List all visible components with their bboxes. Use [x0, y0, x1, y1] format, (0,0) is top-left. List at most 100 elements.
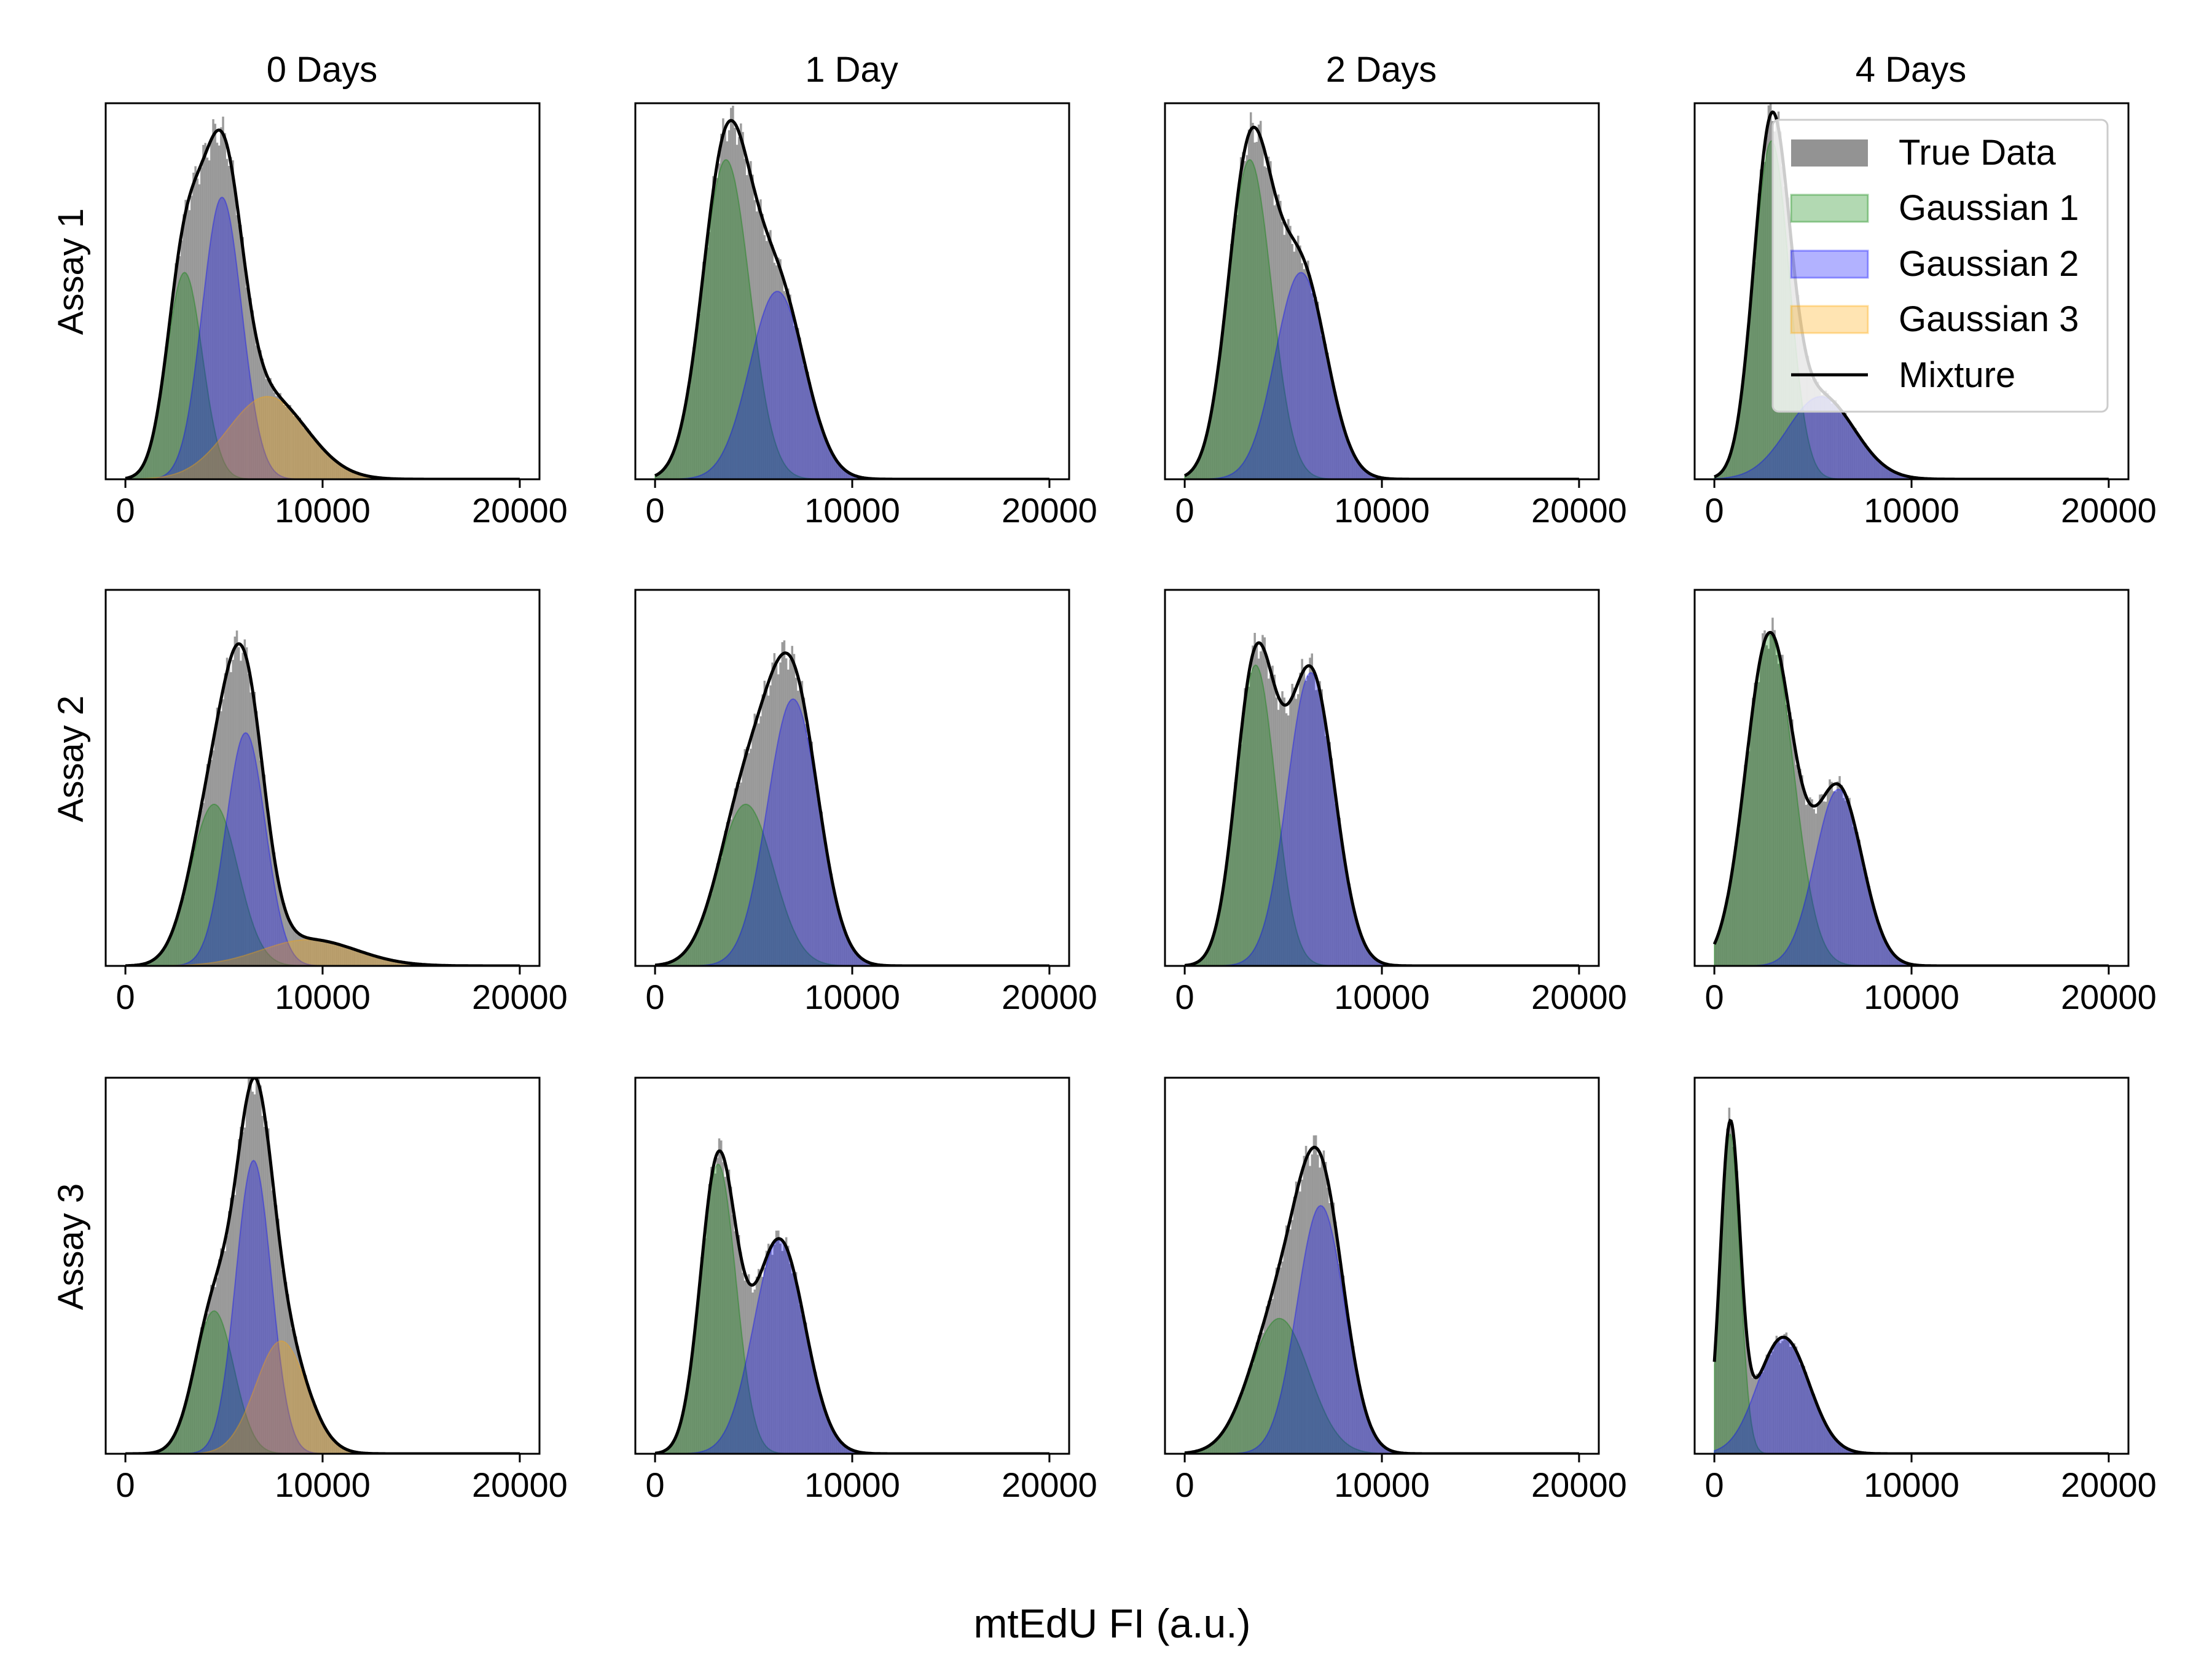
true-data-bar: [1746, 1331, 1748, 1454]
true-data-bar: [805, 369, 807, 479]
true-data-bar: [836, 1438, 839, 1454]
true-data-bar: [243, 1128, 246, 1454]
true-data-bar: [1716, 476, 1719, 479]
true-data-bar: [1230, 833, 1233, 966]
true-data-bar: [1811, 799, 1813, 966]
true-data-bar: [338, 1445, 341, 1454]
true-data-bar: [1185, 475, 1187, 479]
true-data-bar: [285, 407, 288, 479]
true-data-bar: [299, 1360, 301, 1454]
true-data-bar: [1307, 261, 1309, 479]
true-data-bar: [1242, 152, 1244, 479]
true-data-bar: [281, 398, 284, 479]
true-data-bar: [1785, 705, 1788, 966]
true-data-bar: [830, 1427, 833, 1454]
true-data-bar: [1364, 469, 1367, 479]
true-data-bar: [206, 1313, 209, 1454]
mixture-curve: [1184, 1145, 1579, 1454]
true-data-bar: [192, 173, 195, 479]
true-data-bar: [163, 367, 165, 479]
x-tick-label: 0: [1175, 491, 1194, 530]
true-data-bar: [1255, 141, 1258, 479]
true-data-bar: [1206, 1446, 1209, 1454]
true-data-bar: [188, 863, 191, 966]
true-data-bar: [228, 1211, 230, 1454]
true-data-bar: [737, 1235, 740, 1454]
true-data-bar: [692, 347, 695, 479]
true-data-bar: [216, 707, 219, 966]
true-data-bar: [1198, 960, 1201, 966]
true-data-bar: [1328, 1203, 1331, 1454]
true-data-bar: [342, 1447, 345, 1454]
true-data-bar: [720, 133, 723, 479]
true-data-bar: [1271, 665, 1274, 966]
true-data-bar: [683, 1409, 685, 1454]
true-data-bar: [1277, 710, 1280, 966]
true-data-bar: [1283, 1242, 1285, 1454]
true-data-bar: [366, 954, 369, 966]
true-data-bar: [747, 168, 750, 479]
true-data-bar: [1718, 474, 1720, 479]
true-data-bar: [828, 447, 831, 479]
true-data-bar: [1732, 862, 1735, 966]
true-data-bar: [1206, 434, 1209, 479]
true-data-bar: [1370, 954, 1373, 966]
true-data-bar: [698, 314, 701, 479]
true-data-bar: [1275, 1268, 1278, 1454]
true-data-bar: [1374, 1435, 1376, 1454]
true-data-bar: [1730, 880, 1733, 966]
gaussian-2-area: [173, 1159, 334, 1454]
true-data-bar: [750, 1283, 752, 1454]
true-data-bar: [1247, 129, 1250, 479]
true-data-bar: [700, 288, 703, 479]
true-data-bar: [1382, 1445, 1384, 1454]
true-data-bar: [348, 1450, 351, 1454]
true-data-bar: [785, 658, 788, 966]
true-data-bar: [165, 946, 167, 966]
true-data-bar: [1822, 393, 1826, 479]
true-data-bar: [318, 939, 321, 966]
true-data-bar: [1257, 1335, 1260, 1454]
true-data-bar: [273, 392, 276, 479]
true-data-bar: [720, 1140, 723, 1454]
true-data-bar: [787, 669, 790, 966]
true-data-bar: [1801, 1365, 1803, 1454]
true-data-bar: [730, 819, 732, 966]
true-data-bar: [232, 160, 234, 479]
true-data-bar: [712, 176, 715, 479]
true-data-bar: [1273, 1283, 1276, 1454]
true-data-bar: [334, 944, 337, 966]
true-data-bar: [196, 1356, 199, 1454]
true-data-bar: [1775, 655, 1778, 966]
true-data-bar: [1348, 1330, 1351, 1454]
true-data-bar: [1720, 926, 1723, 966]
true-data-bar: [677, 439, 679, 479]
true-data-bar: [1285, 713, 1288, 966]
true-data-bar: [732, 1215, 734, 1454]
true-data-bar: [184, 200, 187, 479]
true-data-bar: [667, 463, 669, 479]
true-data-bar: [818, 1395, 821, 1454]
true-data-bar: [694, 935, 697, 966]
true-data-bar: [1876, 459, 1878, 479]
true-data-bar: [761, 214, 764, 479]
true-data-bar: [1739, 1252, 1743, 1454]
true-data-bar: [794, 1272, 798, 1454]
axes-frame: [1164, 1077, 1600, 1455]
true-data-bar: [1757, 1373, 1760, 1454]
true-data-bar: [1824, 1423, 1827, 1454]
true-data-bar: [1736, 837, 1738, 966]
true-data-bar: [724, 831, 726, 966]
true-data-bar: [1324, 736, 1327, 966]
x-tick-label: 0: [1705, 1465, 1724, 1504]
true-data-bar: [1806, 804, 1810, 966]
legend-frame: [1771, 119, 2109, 413]
true-data-bar: [167, 334, 169, 479]
true-data-bar: [751, 729, 754, 966]
true-data-bar: [1370, 474, 1373, 479]
true-data-bar: [1757, 193, 1760, 479]
true-data-bar: [820, 1400, 823, 1454]
true-data-bar: [1224, 1429, 1226, 1454]
true-data-bar: [734, 1231, 736, 1454]
true-data-bar: [1362, 941, 1365, 966]
